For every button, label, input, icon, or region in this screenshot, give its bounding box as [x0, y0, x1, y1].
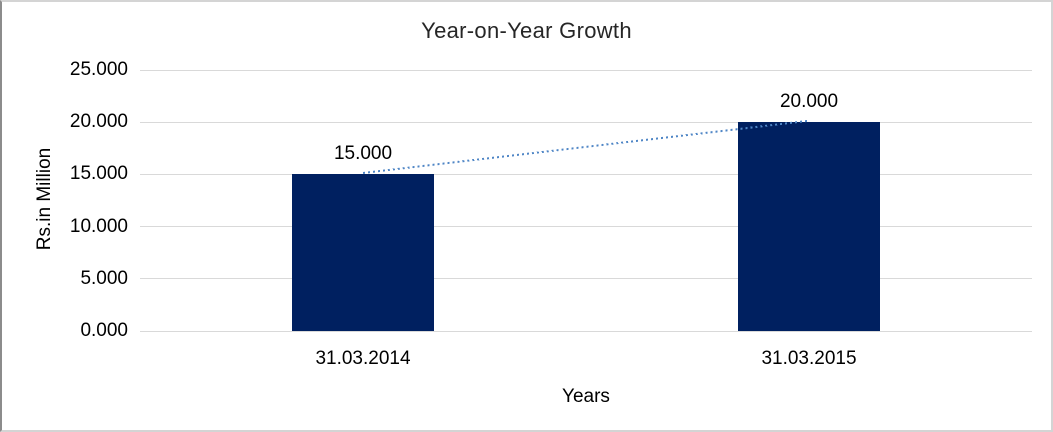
y-tick-label: 5.000: [80, 267, 128, 289]
gridline: [140, 226, 1032, 228]
gridline: [140, 330, 1032, 332]
gridline: [140, 121, 1032, 123]
y-tick-label: 25.000: [69, 59, 128, 80]
x-tick-label: 31.03.2014: [315, 348, 411, 369]
y-tick-label: 0.000: [80, 320, 128, 341]
bar-31.03.2015: [738, 122, 880, 331]
bar-31.03.2014: [292, 174, 434, 331]
y-tick-label: 15.000: [69, 163, 128, 185]
x-tick-label: 31.03.2015: [761, 348, 857, 369]
chart-title: Year-on-Year Growth: [421, 18, 632, 43]
gridline: [140, 278, 1032, 280]
y-tick-label: 10.000: [69, 215, 128, 237]
plot-area: 15.000 20.000: [140, 69, 1032, 332]
y-tick-label: 20.000: [69, 111, 128, 133]
bar-value-label: 15.000: [333, 143, 393, 165]
bar-value-label: 20.000: [779, 91, 839, 113]
gridline: [140, 173, 1032, 175]
gridline: [140, 69, 1032, 71]
x-axis-title: Years: [562, 386, 610, 407]
